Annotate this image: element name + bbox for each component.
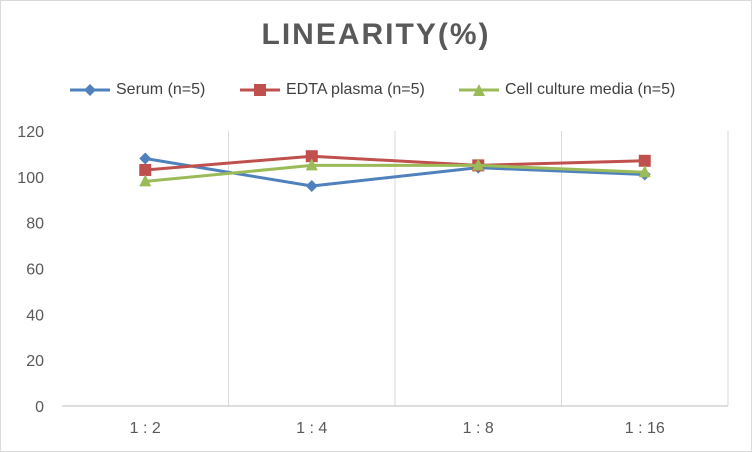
x-tick-label: 1 : 2 (130, 420, 161, 437)
data-point (305, 150, 318, 163)
legend-label-cell-culture: Cell culture media (n=5) (505, 81, 676, 98)
data-point (305, 158, 318, 171)
data-point (139, 163, 152, 176)
y-tick-label: 40 (26, 307, 44, 324)
data-point (305, 180, 318, 192)
legend-label-serum: Serum (n=5) (116, 81, 206, 98)
x-tick-label: 1 : 4 (296, 420, 327, 437)
legend-item-cell-culture: Cell culture media (n=5) (459, 78, 675, 102)
legend-label-edta: EDTA plasma (n=5) (286, 81, 425, 98)
legend-marker-serum (70, 84, 110, 96)
y-tick-label: 100 (17, 170, 44, 187)
x-tick-label: 1 : 16 (625, 420, 665, 437)
data-point (472, 158, 485, 171)
data-point (638, 165, 651, 178)
legend: Serum (n=5) EDTA plasma (n=5) Cell cultu… (0, 78, 752, 102)
x-tick-label: 1 : 8 (463, 420, 494, 437)
series-line (145, 154, 645, 172)
y-tick-label: 60 (26, 262, 44, 279)
legend-marker-cell-culture (459, 84, 499, 96)
y-tick-label: 0 (35, 399, 44, 416)
series-line (145, 163, 645, 183)
legend-marker-edta (240, 84, 280, 96)
y-tick-label: 20 (26, 353, 44, 370)
y-tick-label: 120 (17, 124, 44, 141)
y-tick-label: 80 (26, 216, 44, 233)
data-point (638, 154, 651, 167)
legend-item-edta: EDTA plasma (n=5) (240, 78, 425, 102)
data-point (139, 152, 152, 165)
chart-title: LINEARITY(%) (261, 18, 491, 51)
legend-item-serum: Serum (n=5) (70, 78, 205, 102)
data-point (139, 174, 152, 187)
